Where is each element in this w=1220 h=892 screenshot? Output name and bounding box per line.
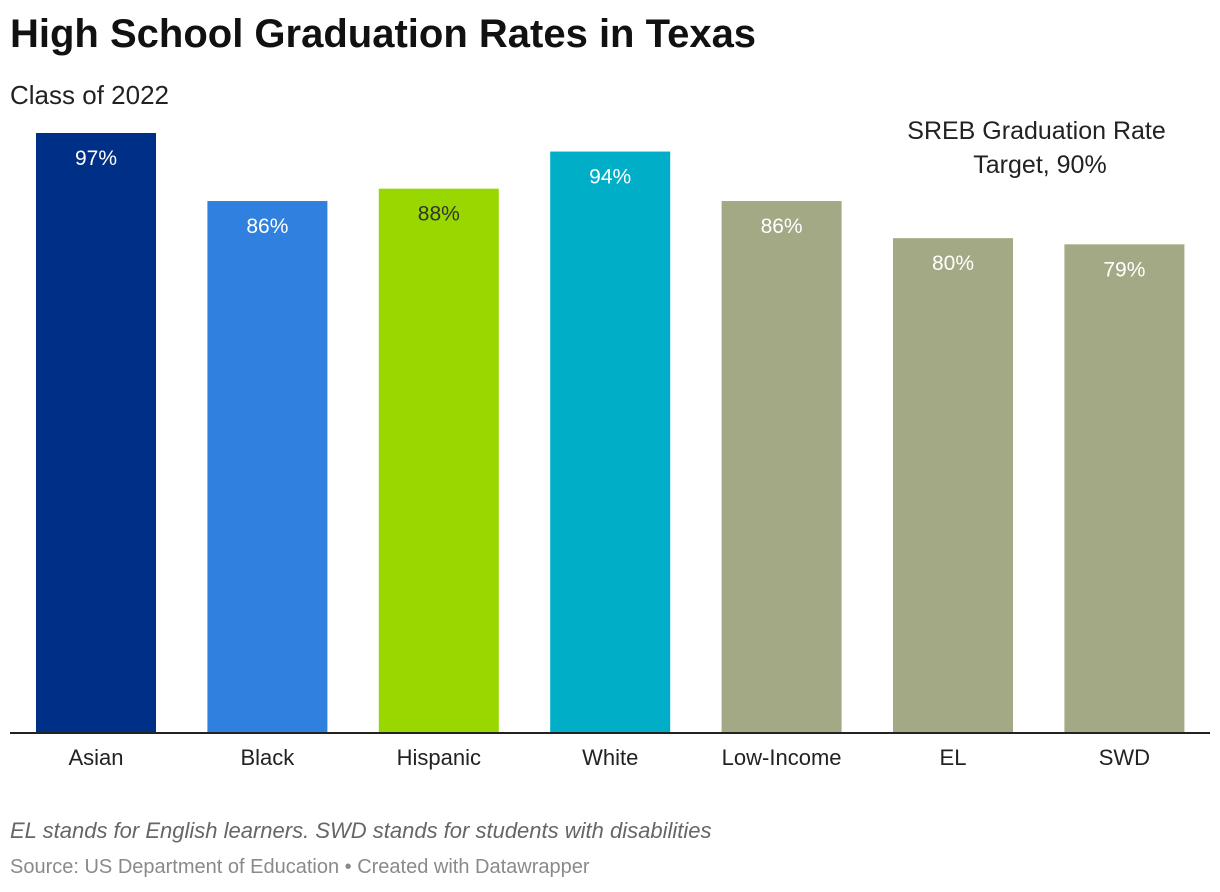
value-label-swd: 79%	[1103, 258, 1145, 281]
value-label-low-income: 86%	[761, 215, 803, 238]
bar-low-income	[721, 201, 842, 733]
value-label-hispanic: 88%	[418, 203, 460, 226]
bar-swd	[1064, 244, 1185, 733]
source-line: Source: US Department of Education • Cre…	[10, 856, 590, 879]
chart-title: High School Graduation Rates in Texas	[10, 12, 757, 56]
value-label-el: 80%	[932, 252, 974, 275]
bar-chart: 97% 86% 88% 94% 86% 80% 79% Asian Black Hispanic…	[10, 117, 1210, 770]
value-label-white: 94%	[589, 166, 631, 189]
x-axis-labels: Asian Black Hispanic White Low-Income EL SWD	[68, 745, 1150, 770]
value-label-black: 86%	[246, 215, 288, 238]
x-label-low-income: Low-Income	[722, 745, 842, 770]
credit-link[interactable]: Created with Datawrapper	[357, 856, 590, 878]
source-text: Source: US Department of Education	[10, 856, 340, 878]
x-label-white: White	[582, 745, 638, 770]
value-label-asian: 97%	[75, 147, 117, 170]
bar-hispanic	[378, 188, 499, 733]
bar-el	[893, 238, 1013, 733]
bars-group	[36, 133, 1185, 733]
source-separator: •	[339, 856, 358, 878]
annotation-line-2: Target, 90%	[973, 151, 1106, 179]
x-label-asian: Asian	[68, 745, 123, 770]
x-label-el: EL	[940, 745, 967, 770]
chart-subtitle: Class of 2022	[10, 80, 169, 110]
bar-asian	[36, 133, 156, 733]
x-label-black: Black	[241, 745, 296, 770]
value-labels-group: 97% 86% 88% 94% 86% 80% 79%	[75, 147, 1145, 281]
sreb-target-annotation: SREB Graduation Rate Target, 90%	[907, 117, 1172, 179]
x-label-swd: SWD	[1099, 745, 1150, 770]
x-label-hispanic: Hispanic	[397, 745, 481, 770]
bar-white	[550, 151, 671, 733]
footnote: EL stands for English learners. SWD stan…	[10, 818, 712, 843]
annotation-line-1: SREB Graduation Rate	[907, 117, 1165, 145]
bar-black	[207, 201, 328, 733]
